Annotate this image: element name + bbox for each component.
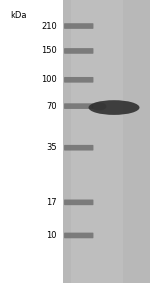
Text: 35: 35 bbox=[46, 143, 57, 152]
FancyBboxPatch shape bbox=[64, 103, 93, 109]
Text: 70: 70 bbox=[46, 102, 57, 111]
Bar bbox=[70, 0, 123, 283]
Text: 17: 17 bbox=[46, 198, 57, 207]
Ellipse shape bbox=[88, 100, 140, 115]
FancyBboxPatch shape bbox=[64, 233, 93, 238]
FancyBboxPatch shape bbox=[64, 77, 93, 83]
Text: kDa: kDa bbox=[11, 11, 27, 20]
FancyBboxPatch shape bbox=[64, 48, 93, 54]
Bar bbox=[63, 0, 150, 283]
Text: 150: 150 bbox=[41, 46, 57, 55]
FancyBboxPatch shape bbox=[64, 200, 93, 205]
Text: 100: 100 bbox=[41, 75, 57, 84]
Ellipse shape bbox=[92, 102, 106, 110]
FancyBboxPatch shape bbox=[64, 145, 93, 151]
Text: 10: 10 bbox=[46, 231, 57, 240]
FancyBboxPatch shape bbox=[64, 23, 93, 29]
Text: 210: 210 bbox=[41, 22, 57, 31]
